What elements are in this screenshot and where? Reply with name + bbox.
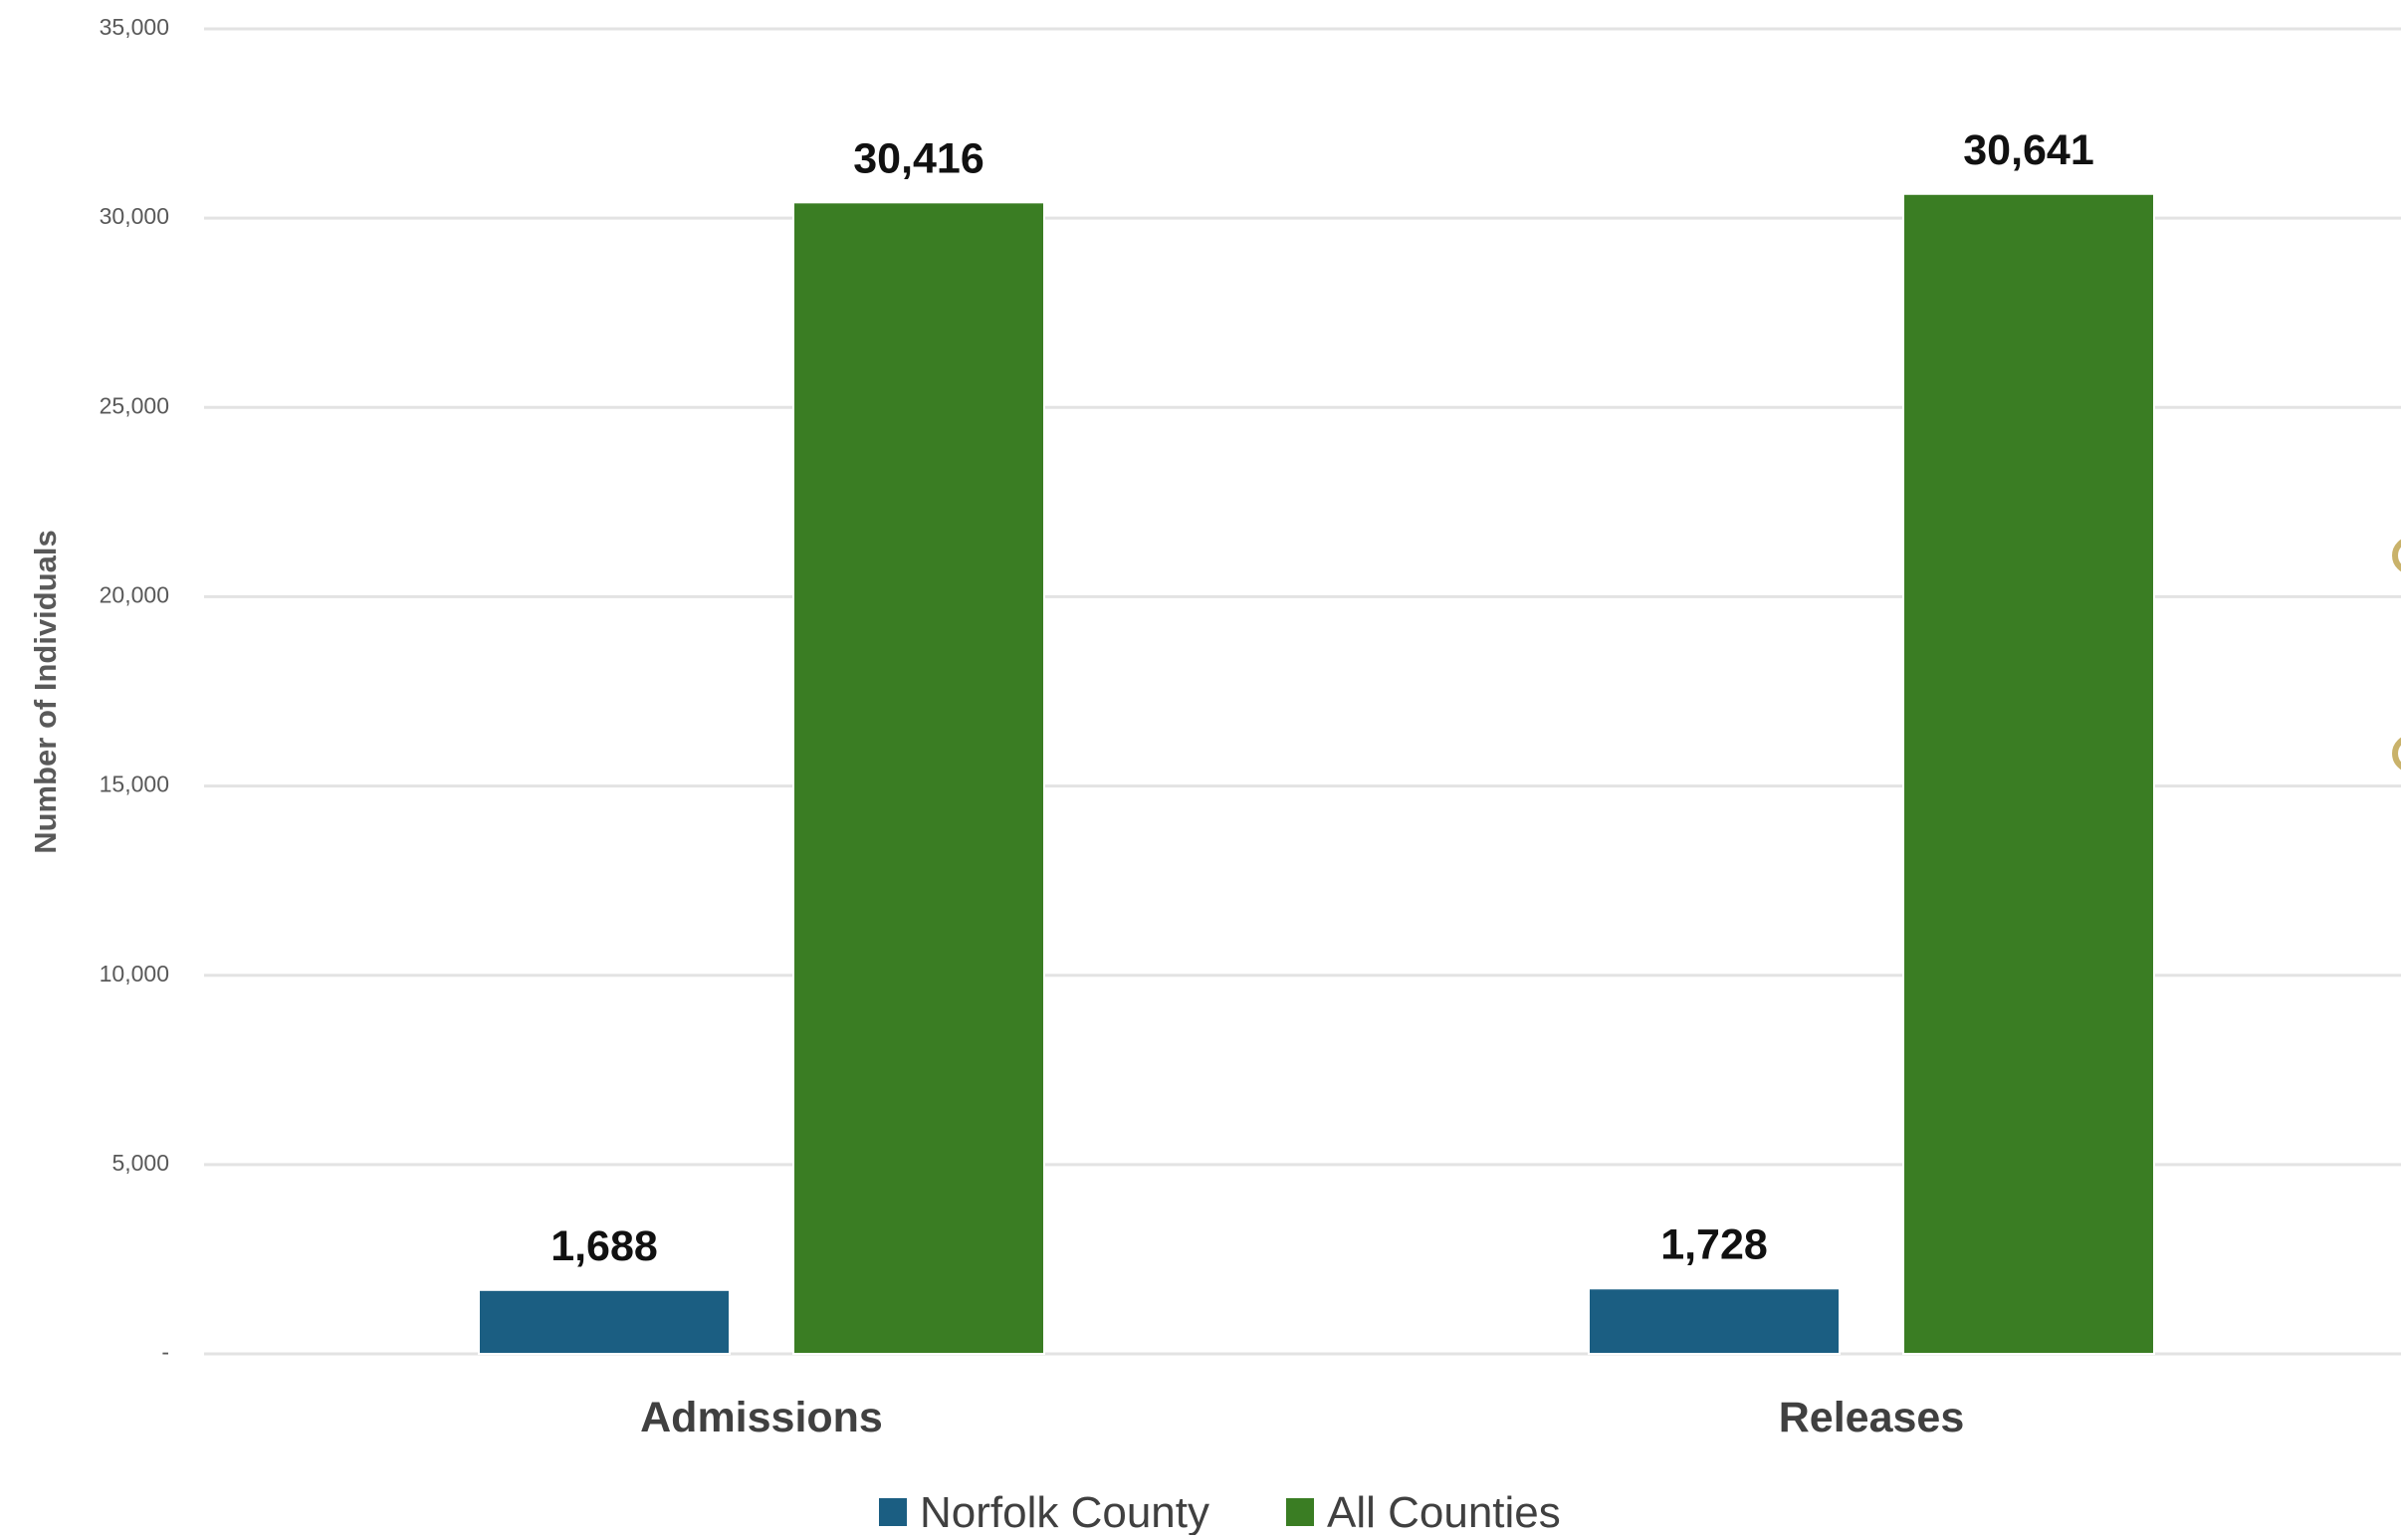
y-tick-label: 35,000	[100, 14, 169, 40]
data-label: 30,416	[853, 134, 984, 182]
y-tick-label: 30,000	[100, 203, 169, 229]
data-labels: 1,688 1,728 30,416 30,641	[550, 126, 2094, 1270]
bar	[1902, 192, 2155, 1355]
bar	[478, 1288, 731, 1355]
x-axis-categories: Admissions Releases	[640, 1394, 1964, 1441]
y-tick-label: 10,000	[100, 961, 169, 987]
x-category-label: Admissions	[640, 1394, 883, 1441]
y-tick-label: 5,000	[111, 1150, 169, 1176]
data-label: 1,728	[1660, 1220, 1768, 1268]
legend-swatch	[879, 1498, 907, 1526]
bar	[1588, 1287, 1841, 1355]
bar	[792, 201, 1045, 1355]
y-tick-label: 25,000	[100, 392, 169, 418]
legend-label: All Counties	[1327, 1488, 1561, 1535]
legend-swatch	[1286, 1498, 1314, 1526]
edge-markers	[2392, 539, 2401, 770]
legend: Norfolk County All Counties	[879, 1488, 1561, 1537]
y-axis-ticks: - 5,000 10,000 15,000 20,000 25,000 30,000 35,0…	[100, 14, 169, 1365]
x-category-label: Releases	[1779, 1394, 1965, 1441]
y-axis-title: Number of Individuals	[28, 530, 63, 854]
y-tick-label: 20,000	[100, 582, 169, 608]
y-tick-label: -	[161, 1339, 169, 1365]
edge-marker	[2392, 737, 2401, 770]
data-label: 30,641	[1963, 126, 2094, 174]
gridlines	[204, 27, 2401, 1356]
legend-label: Norfolk County	[920, 1488, 1209, 1535]
edge-marker	[2392, 539, 2401, 572]
data-label: 1,688	[550, 1222, 658, 1270]
bars	[478, 192, 2155, 1355]
y-tick-label: 15,000	[100, 771, 169, 797]
